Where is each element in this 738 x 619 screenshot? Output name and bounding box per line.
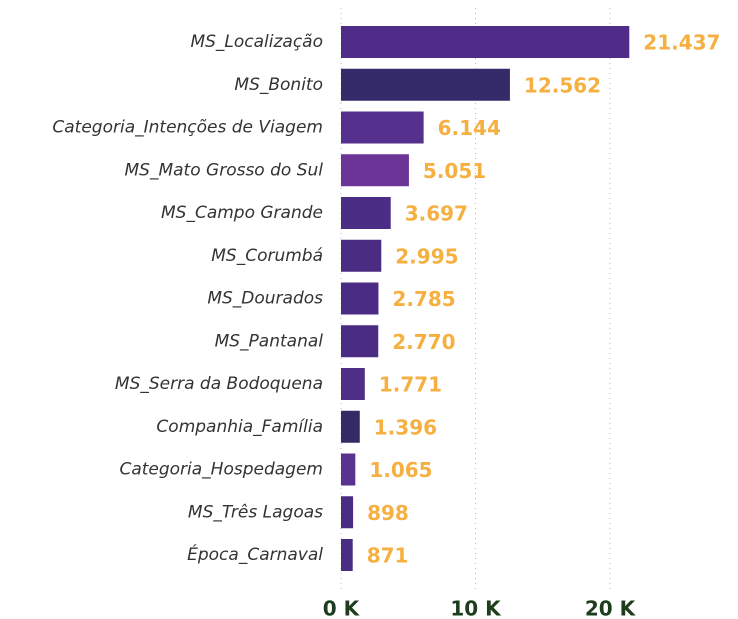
category-label: Categoria_Hospedagem [119,460,323,480]
bar [341,539,353,571]
value-label: 898 [367,501,409,525]
category-label: Categoria_Intenções de Viagem [52,118,323,138]
bar [341,111,424,144]
category-label: MS_Bonito [234,75,323,95]
category-label: MS_Três Lagoas [188,502,323,522]
bar [341,368,365,400]
bar [341,68,510,101]
category-label: Companhia_Família [156,417,323,437]
category-label: MS_Dourados [207,289,323,309]
value-label: 1.396 [374,415,437,439]
value-label: 5.051 [423,159,486,183]
category-label: MS_Corumbá [211,246,323,266]
bar [341,325,379,358]
x-tick-label: 20 K [585,597,637,619]
value-label: 2.770 [392,330,455,354]
bar [341,26,630,58]
value-label: 12.562 [524,73,601,97]
value-label: 6.144 [438,116,501,140]
value-label: 2.785 [392,287,455,311]
bar [341,453,356,486]
bar [341,197,391,229]
bar [341,239,382,272]
bar [341,496,354,529]
category-label: MS_Campo Grande [161,203,323,223]
value-label: 2.995 [395,244,458,268]
category-label: MS_Mato Grosso do Sul [125,160,324,180]
category-label: Época_Carnaval [187,543,323,565]
category-label: MS_Localização [190,32,323,52]
value-label: 1.065 [369,458,432,482]
bar [341,282,379,315]
value-label: 871 [367,544,409,568]
value-label: 3.697 [405,202,468,226]
x-tick-label: 10 K [450,597,502,619]
category-label: MS_Serra da Bodoquena [115,374,323,394]
value-label: 21.437 [643,31,720,55]
x-tick-label: 0 K [323,597,361,619]
category-label: MS_Pantanal [215,331,324,351]
bar [341,410,360,443]
bar [341,154,409,187]
value-label: 1.771 [379,373,442,397]
